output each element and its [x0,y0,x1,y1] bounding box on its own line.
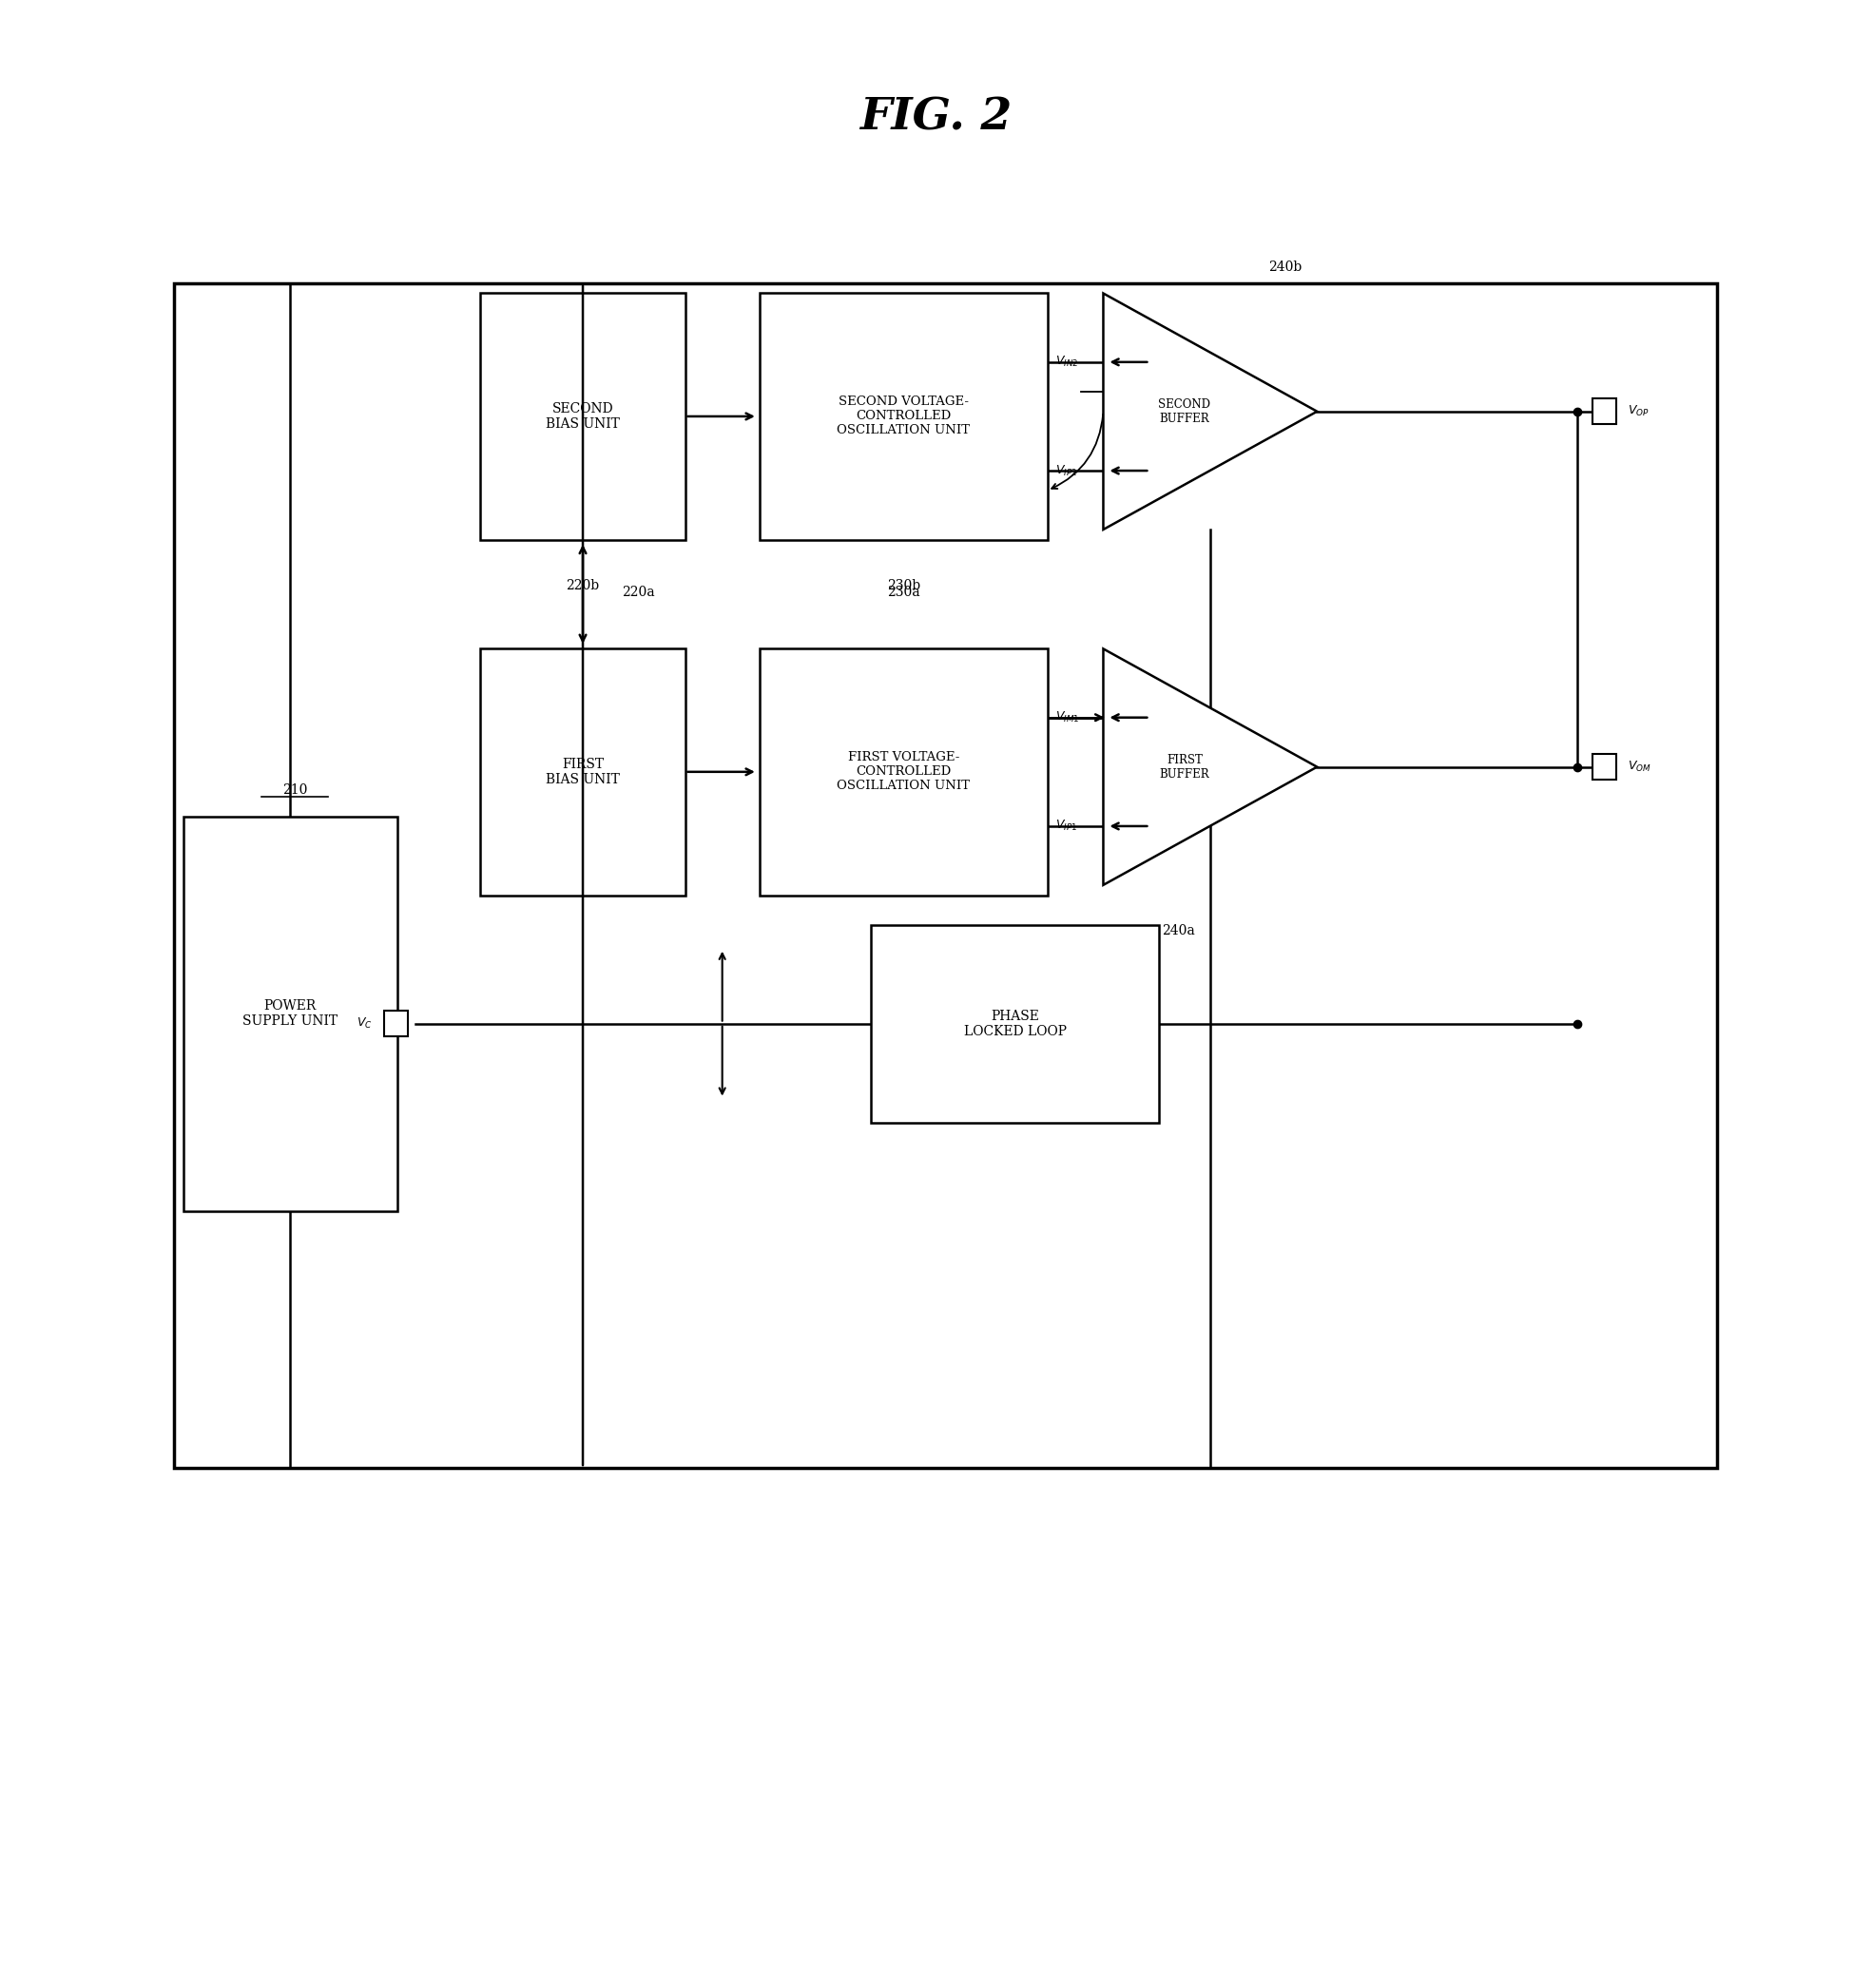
Text: FIRST VOLTAGE-
CONTROLLED
OSCILLATION UNIT: FIRST VOLTAGE- CONTROLLED OSCILLATION UN… [837,751,970,793]
Text: FIRST
BUFFER: FIRST BUFFER [1159,753,1209,779]
Bar [481,292,685,541]
Text: 220a: 220a [622,586,655,598]
Text: FIRST
BIAS UNIT: FIRST BIAS UNIT [547,757,620,785]
Text: PHASE
LOCKED LOOP: PHASE LOCKED LOOP [964,1010,1067,1038]
Text: POWER
SUPPLY UNIT: POWER SUPPLY UNIT [243,1000,337,1028]
Polygon shape [1103,294,1318,529]
Text: $V_{IP2}$: $V_{IP2}$ [1056,463,1076,477]
Text: $V_{IN2}$: $V_{IN2}$ [1056,356,1078,370]
Text: 230b: 230b [887,579,921,592]
Bar [1593,400,1616,423]
Text: SECOND
BUFFER: SECOND BUFFER [1159,398,1211,425]
Text: 210: 210 [283,783,307,797]
Text: $V_{OP}$: $V_{OP}$ [1627,404,1649,419]
Text: $V_{IM1}$: $V_{IM1}$ [1056,710,1078,726]
Text: 220b: 220b [565,579,599,592]
Text: 230a: 230a [887,586,919,598]
Bar [1593,753,1616,779]
Text: FIG. 2: FIG. 2 [859,95,1013,139]
Bar [870,924,1159,1123]
Text: 240a: 240a [1163,924,1194,938]
Bar [174,282,1717,1467]
Text: 240b: 240b [1267,260,1301,274]
Bar [481,648,685,895]
Text: $V_{IP1}$: $V_{IP1}$ [1056,819,1076,833]
Text: $V_C$: $V_C$ [358,1016,373,1032]
Bar [384,1010,408,1036]
Text: $V_{OM}$: $V_{OM}$ [1627,759,1651,773]
Text: SECOND
BIAS UNIT: SECOND BIAS UNIT [547,402,620,431]
Bar [760,292,1048,541]
Bar [760,648,1048,895]
Bar [183,817,397,1211]
Text: SECOND VOLTAGE-
CONTROLLED
OSCILLATION UNIT: SECOND VOLTAGE- CONTROLLED OSCILLATION U… [837,396,970,437]
Polygon shape [1103,648,1318,885]
Text: 200: 200 [1106,376,1136,392]
